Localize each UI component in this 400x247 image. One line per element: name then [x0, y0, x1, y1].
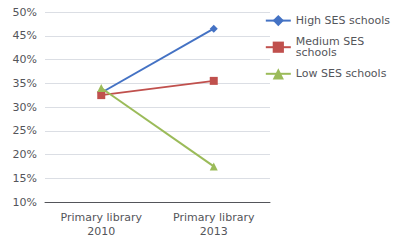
svg-text:schools: schools: [296, 46, 337, 59]
svg-text:50%: 50%: [13, 6, 37, 19]
svg-text:40%: 40%: [13, 53, 37, 66]
svg-text:Primary library: Primary library: [173, 211, 255, 224]
svg-text:2013: 2013: [200, 225, 228, 238]
svg-text:45%: 45%: [13, 29, 37, 42]
svg-text:35%: 35%: [13, 77, 37, 90]
svg-text:2010: 2010: [87, 225, 115, 238]
svg-text:Medium SES: Medium SES: [295, 35, 365, 49]
svg-text:High SES schools: High SES schools: [296, 14, 390, 27]
svg-text:25%: 25%: [13, 124, 37, 137]
svg-text:15%: 15%: [13, 172, 37, 185]
svg-text:10%: 10%: [13, 196, 37, 209]
svg-text:Primary library: Primary library: [61, 211, 143, 224]
svg-text:20%: 20%: [13, 148, 37, 161]
svg-text:Low SES schools: Low SES schools: [296, 67, 387, 80]
svg-text:30%: 30%: [13, 101, 37, 114]
